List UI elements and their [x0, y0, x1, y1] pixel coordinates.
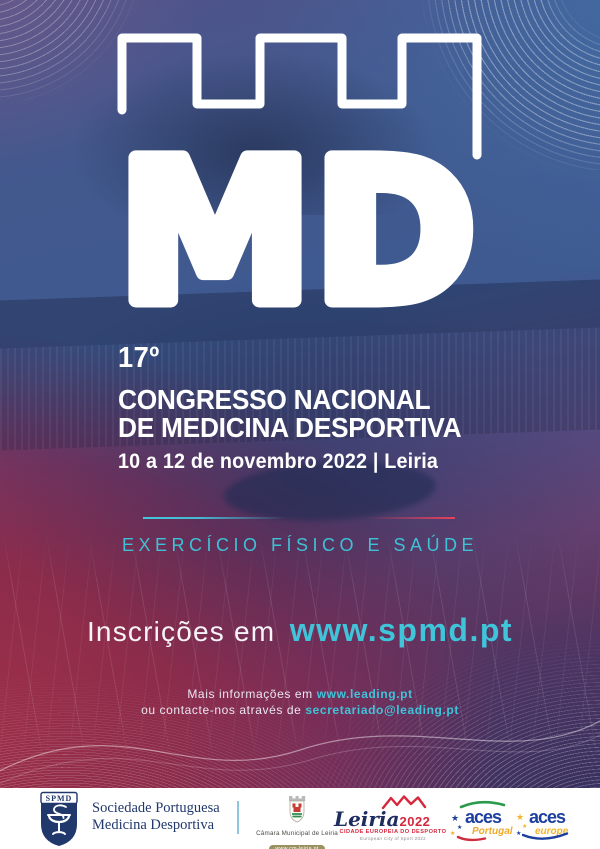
info-line1-prefix: Mais informações em	[187, 687, 317, 701]
registration-line: Inscrições em www.spmd.pt	[0, 612, 600, 649]
leiria-name: Leiria	[334, 807, 400, 831]
spmd-acronym: SPMD	[46, 794, 73, 803]
info-block: Mais informações em www.leading.pt ou co…	[0, 686, 600, 718]
info-line2-link: secretariado@leading.pt	[305, 703, 459, 717]
spmd-name-line1: Sociedade Portuguesa	[92, 800, 220, 816]
leiria-year: 2022	[399, 814, 431, 829]
headline-block: 17º CONGRESSO NACIONAL DE MEDICINA DESPO…	[118, 344, 532, 474]
cml-logo: Câmara Municipal de Leiria www.cm-leiria…	[256, 793, 338, 849]
wave-mesh-bottom-right	[250, 596, 600, 800]
edition-number: 17º	[118, 342, 160, 374]
contour-arcs-top-left	[0, 0, 160, 100]
footer-logo-strip: SPMD Sociedade Portuguesa Medicina Despo…	[0, 788, 600, 849]
castle-crenellation-icon	[117, 33, 482, 160]
athletics-track-lines	[0, 530, 600, 760]
info-line2: ou contacte-nos através de secretariado@…	[0, 702, 600, 718]
leiria-subtitle-en: European City of Sport 2022	[359, 836, 427, 841]
info-line1-link: www.leading.pt	[316, 687, 413, 701]
aces-portugal-region: Portugal	[472, 826, 513, 837]
footer-divider	[237, 801, 239, 834]
congress-title-line2: DE MEDICINA DESPORTIVA	[118, 412, 462, 443]
aces-europe-logo: aces europe ★ ★ ★	[516, 807, 569, 840]
cml-url-pill: www.cm-leiria.pt	[269, 845, 325, 849]
leiria-subtitle: CIDADE EUROPEIA DO DESPORTO	[339, 829, 447, 835]
decorative-wave-line	[0, 720, 600, 785]
aces-portugal-star-icon: ★	[451, 813, 459, 823]
wave-mesh-bottom-left	[0, 626, 410, 794]
aces-europe-name: aces	[529, 807, 566, 827]
accent-gradient-line	[143, 517, 455, 519]
aces-portugal-logo: aces Portugal ★ ★ ★	[450, 800, 513, 842]
congress-title: CONGRESSO NACIONAL DE MEDICINA DESPORTIV…	[118, 386, 532, 442]
aces-europe-star-small-icon: ★	[522, 823, 527, 830]
contour-arcs-top-right	[410, 0, 600, 170]
registration-prefix: Inscrições em	[86, 616, 276, 647]
tagline: EXERCÍCIO FÍSICO E SAÚDE	[121, 535, 479, 555]
spmd-shield-icon: SPMD	[40, 791, 78, 846]
aces-portugal-name: aces	[465, 807, 502, 827]
md-logo: MD	[111, 33, 483, 340]
info-line1: Mais informações em www.leading.pt	[0, 686, 600, 702]
cml-crest-icon	[289, 796, 306, 823]
info-line2-prefix: ou contacte-nos através de	[141, 703, 306, 717]
registration-url: www.spmd.pt	[289, 612, 514, 648]
castle-hill-silhouette	[70, 50, 440, 215]
aces-europe-star-blue-icon: ★	[516, 830, 521, 837]
cml-name: Câmara Municipal de Leiria	[256, 830, 338, 837]
leiria-name-row: Leiria2022	[334, 807, 430, 831]
aces-portugal-star-small-icon: ★	[457, 824, 462, 831]
spmd-name-line2: Medicina Desportiva	[92, 817, 215, 833]
spmd-name: Sociedade Portuguesa Medicina Desportiva	[92, 800, 220, 834]
aces-europe-region: europe	[535, 826, 569, 837]
congress-title-line1: CONGRESSO NACIONAL	[118, 384, 431, 415]
cml-url: www.cm-leiria.pt	[275, 846, 319, 849]
aces-portugal-star-yellow-icon: ★	[450, 830, 455, 837]
aces-europe-star-icon: ★	[516, 812, 524, 822]
leiria-castle-sketch-icon	[381, 795, 427, 810]
md-logo-text: MD	[118, 119, 478, 340]
date-location: 10 a 12 de novembro 2022 | Leiria	[118, 450, 439, 473]
